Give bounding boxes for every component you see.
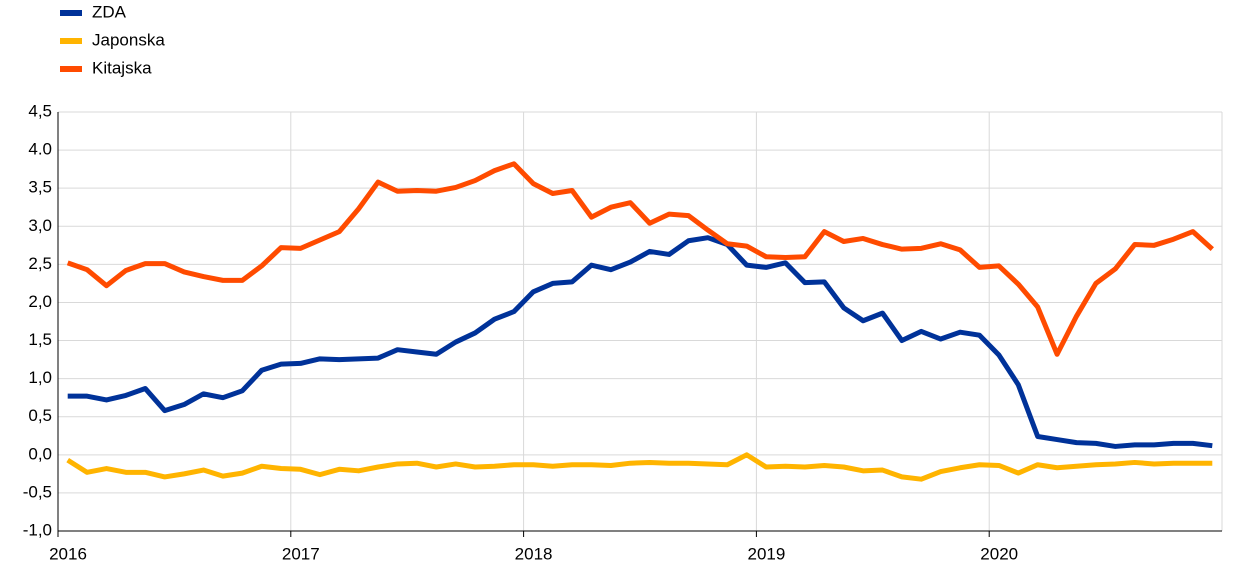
legend-swatch bbox=[60, 10, 82, 16]
y-tick-label: 2,5 bbox=[28, 254, 52, 273]
legend-label: Kitajska bbox=[92, 58, 152, 77]
x-tick-label: 2019 bbox=[747, 544, 785, 563]
legend-label: ZDA bbox=[92, 2, 127, 21]
y-tick-label: 1,5 bbox=[28, 330, 52, 349]
y-tick-label: 4,5 bbox=[28, 101, 52, 120]
y-tick-label: 3,5 bbox=[28, 178, 52, 197]
series-line bbox=[67, 235, 1213, 449]
y-tick-label: 0,0 bbox=[28, 444, 52, 463]
legend-label: Japonska bbox=[92, 30, 165, 49]
y-tick-label: 3,0 bbox=[28, 216, 52, 235]
series-line bbox=[66, 452, 1213, 482]
x-tick-label: 2018 bbox=[515, 544, 553, 563]
legend-swatch bbox=[60, 38, 82, 44]
y-tick-label: -0,5 bbox=[23, 482, 52, 501]
legend-swatch bbox=[60, 66, 82, 72]
y-tick-label: 1,0 bbox=[28, 368, 52, 387]
x-tick-label: 2020 bbox=[980, 544, 1018, 563]
y-tick-label: 2,0 bbox=[28, 292, 52, 311]
x-tick-label: 2016 bbox=[49, 544, 87, 563]
x-tick-label: 2017 bbox=[282, 544, 320, 563]
y-tick-label: -1,0 bbox=[23, 520, 52, 539]
y-tick-label: 4.0 bbox=[28, 140, 52, 159]
series-line bbox=[66, 161, 1214, 357]
y-tick-label: 0,5 bbox=[28, 406, 52, 425]
